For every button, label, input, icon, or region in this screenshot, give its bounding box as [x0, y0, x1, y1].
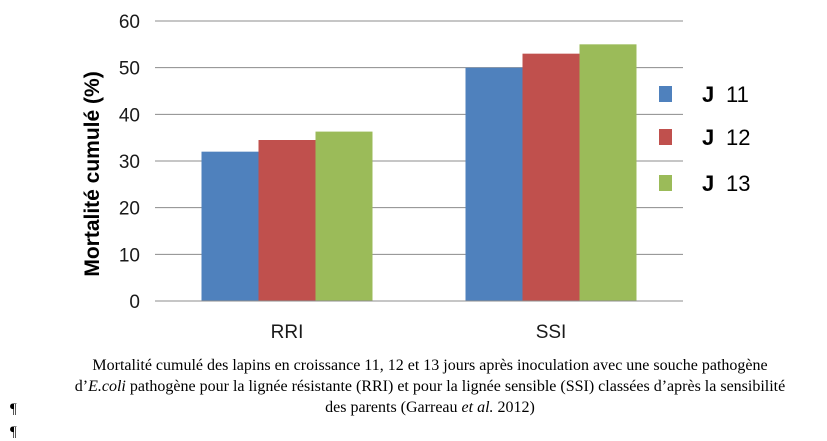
legend-swatch: [659, 175, 672, 191]
caption-italic-etal: et al.: [461, 399, 494, 416]
bar: [522, 53, 580, 301]
legend-label-number: 11: [726, 82, 749, 107]
legend-label-prefix: J: [702, 171, 714, 196]
bar-chart: 0 10 20 30 40 50 60 RRI SSI Mortalité cumulé (%…: [81, 12, 750, 343]
legend: J 11 J 12 J 13: [659, 82, 750, 196]
y-tick-label: 30: [119, 152, 140, 173]
y-axis-title: Mortalité cumulé (%): [81, 71, 104, 276]
legend-swatch: [659, 86, 672, 102]
bars: [201, 44, 637, 302]
legend-label-number: 13: [726, 171, 750, 196]
bar: [258, 140, 316, 301]
bar: [315, 131, 373, 301]
y-tick-label: 60: [119, 12, 140, 33]
y-tick-label: 10: [119, 245, 140, 266]
y-tick-label: 0: [129, 292, 140, 313]
bar: [201, 151, 259, 301]
pilcrow-mark: ¶: [10, 401, 17, 417]
caption-text-1: Mortalité cumulé des lapins en croissanc…: [74, 357, 768, 395]
y-tick-labels: 0 10 20 30 40 50 60: [119, 12, 140, 313]
legend-swatch: [659, 129, 672, 145]
x-category-labels: RRI SSI: [271, 322, 567, 343]
pilcrow-mark: ¶: [10, 424, 17, 440]
y-tick-label: 20: [119, 199, 140, 220]
x-category-label: RRI: [271, 322, 304, 343]
figure-caption: Mortalité cumulé des lapins en croissanc…: [70, 355, 790, 418]
y-tick-label: 40: [119, 105, 140, 126]
bar: [579, 44, 637, 301]
bar: [465, 67, 523, 302]
legend-label-prefix: J: [702, 125, 714, 150]
caption-italic-ecoli: E.coli: [88, 378, 126, 395]
caption-text-2: pathogène pour la lignée résistante (RRI…: [125, 378, 786, 416]
legend-label-prefix: J: [702, 82, 714, 107]
x-category-label: SSI: [536, 322, 567, 343]
legend-label-number: 12: [726, 125, 750, 150]
caption-text-3: 2012): [493, 399, 535, 416]
y-tick-label: 50: [119, 59, 140, 80]
